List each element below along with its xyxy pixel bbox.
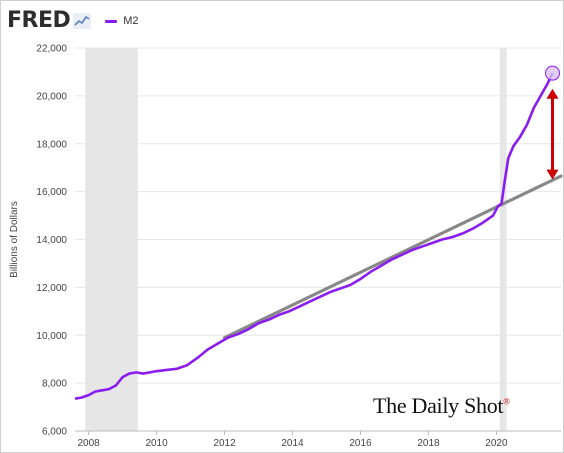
gap-double-arrow: [546, 88, 559, 180]
y-tick-label: 18,000: [36, 139, 67, 150]
legend-label-m2: M2: [123, 15, 139, 27]
y-tick-label: 10,000: [36, 331, 67, 342]
y-tick-label: 6,000: [42, 427, 67, 438]
x-tick-label: 2012: [213, 438, 236, 449]
watermark-daily-shot: The Daily Shot®: [373, 393, 510, 419]
x-tick-label: 2018: [417, 438, 440, 449]
y-axis-label: Billions of Dollars: [9, 201, 20, 278]
x-tick-label: 2020: [485, 438, 508, 449]
watermark-registered-mark: ®: [503, 396, 510, 407]
m2-line: [74, 72, 554, 400]
annotations: [545, 65, 561, 180]
fred-line-graph-icon: [73, 13, 92, 29]
y-tick-label: 16,000: [36, 187, 67, 198]
x-axis-ticks: 2008 2010 2012 2014 2016 2018 2020: [77, 431, 508, 449]
y-tick-label: 22,000: [36, 44, 67, 55]
chart-header: FRED M2: [7, 8, 139, 34]
y-axis-ticks: 6,000 8,000 10,000 12,000 14,000 16,000 18,000…: [36, 44, 67, 438]
y-tick-label: 12,000: [36, 283, 67, 294]
series-lines: [74, 72, 563, 400]
x-tick-label: 2014: [281, 438, 304, 449]
watermark-text: The Daily Shot: [373, 393, 504, 418]
legend-swatch-m2: [105, 19, 118, 23]
x-tick-label: 2008: [77, 438, 100, 449]
y-tick-label: 8,000: [42, 379, 67, 390]
x-tick-label: 2016: [349, 438, 372, 449]
latest-point-highlight: [545, 65, 561, 81]
y-tick-label: 14,000: [36, 235, 67, 246]
legend: M2: [105, 15, 139, 27]
trend-line: [222, 174, 563, 340]
x-tick-label: 2010: [145, 438, 168, 449]
fred-logo: FRED: [7, 8, 71, 33]
y-tick-label: 20,000: [36, 91, 67, 102]
